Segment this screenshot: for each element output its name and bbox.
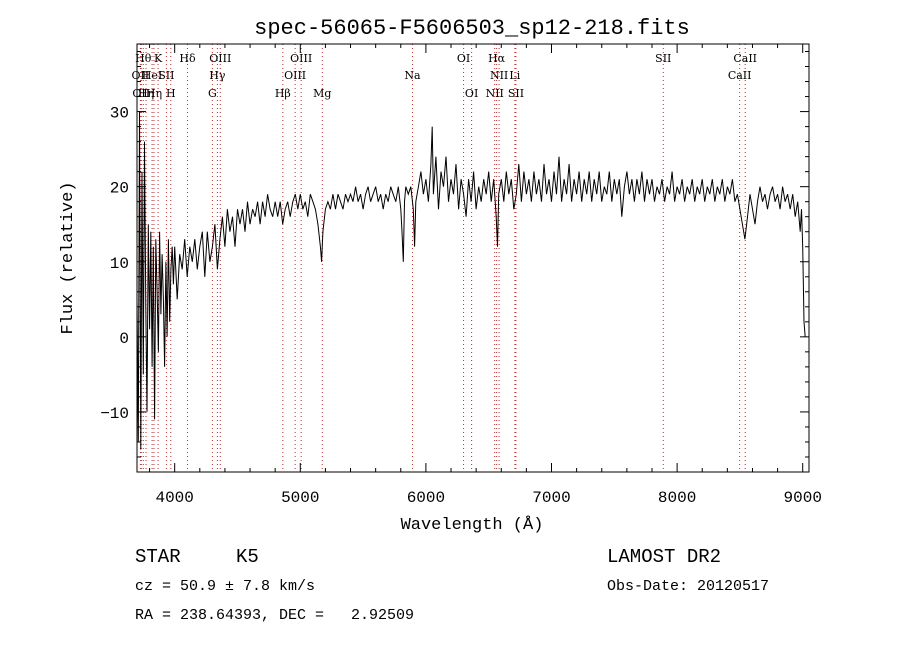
coordinates-text: RA = 238.64393, DEC = 2.92509	[135, 607, 414, 624]
line-label: OIII	[209, 52, 231, 65]
survey-name: LAMOST DR2	[607, 546, 721, 568]
object-subclass: K5	[236, 546, 259, 568]
y-tick-label: 10	[110, 255, 129, 273]
line-label: SII	[158, 69, 174, 82]
chart-title: spec-56065-F5606503_sp12-218.fits	[254, 16, 690, 41]
x-axis-ticks: 4000 5000 6000 7000 8000 9000	[149, 44, 822, 507]
line-label: Mg	[313, 87, 331, 100]
x-tick-label: 8000	[658, 489, 696, 507]
spectral-line-markers	[139, 44, 746, 472]
line-label: OI	[457, 52, 470, 65]
redshift-text: cz = 50.9 ± 7.8 km/s	[135, 578, 315, 595]
line-label: H	[166, 87, 176, 100]
line-label: Hη	[138, 87, 154, 100]
obs-date-text: Obs-Date: 20120517	[607, 578, 769, 595]
line-label: CaII	[733, 52, 757, 65]
line-label: CaII	[728, 69, 752, 82]
line-label: Hθ	[135, 52, 152, 65]
line-label: OI	[465, 87, 478, 100]
line-label: G	[208, 87, 217, 100]
line-label: K	[154, 52, 163, 65]
object-class: STAR	[135, 546, 181, 568]
plot-frame	[136, 43, 810, 473]
x-tick-label: 5000	[281, 489, 319, 507]
line-label: Li	[509, 69, 520, 82]
line-label: OIII	[284, 69, 306, 82]
x-tick-label: 4000	[155, 489, 193, 507]
x-tick-label: 7000	[532, 489, 570, 507]
y-tick-label: 20	[110, 180, 129, 198]
x-tick-label: 6000	[407, 489, 445, 507]
line-label: SII	[508, 87, 524, 100]
x-tick-label: 9000	[784, 489, 822, 507]
line-label: NII	[486, 87, 504, 100]
line-label: OIII	[290, 52, 312, 65]
y-axis-ticks: −10 0 10 20 30	[100, 51, 809, 458]
line-label: OII	[132, 69, 150, 82]
line-label: NII	[490, 69, 508, 82]
flux-series-line	[136, 111, 806, 450]
line-label: Hδ	[179, 52, 196, 65]
x-axis-label: Wavelength (Å)	[401, 516, 544, 535]
line-label: Na	[404, 69, 421, 82]
line-label: SII	[655, 52, 671, 65]
line-label: HeI	[142, 69, 162, 82]
line-label: Hβ	[275, 87, 291, 100]
line-label: Hα	[488, 52, 506, 65]
y-tick-label: 0	[119, 330, 129, 348]
y-axis-label: Flux (relative)	[59, 181, 78, 334]
spectral-line-labels: OIIOIIHθHηHeIHηKSIIHHδGHγOIIIHβOIIIOIIIM…	[132, 52, 757, 100]
y-tick-label: 30	[110, 105, 129, 123]
y-tick-label: −10	[100, 405, 129, 423]
line-label: Hη	[146, 87, 162, 100]
line-label: Hγ	[209, 69, 226, 82]
